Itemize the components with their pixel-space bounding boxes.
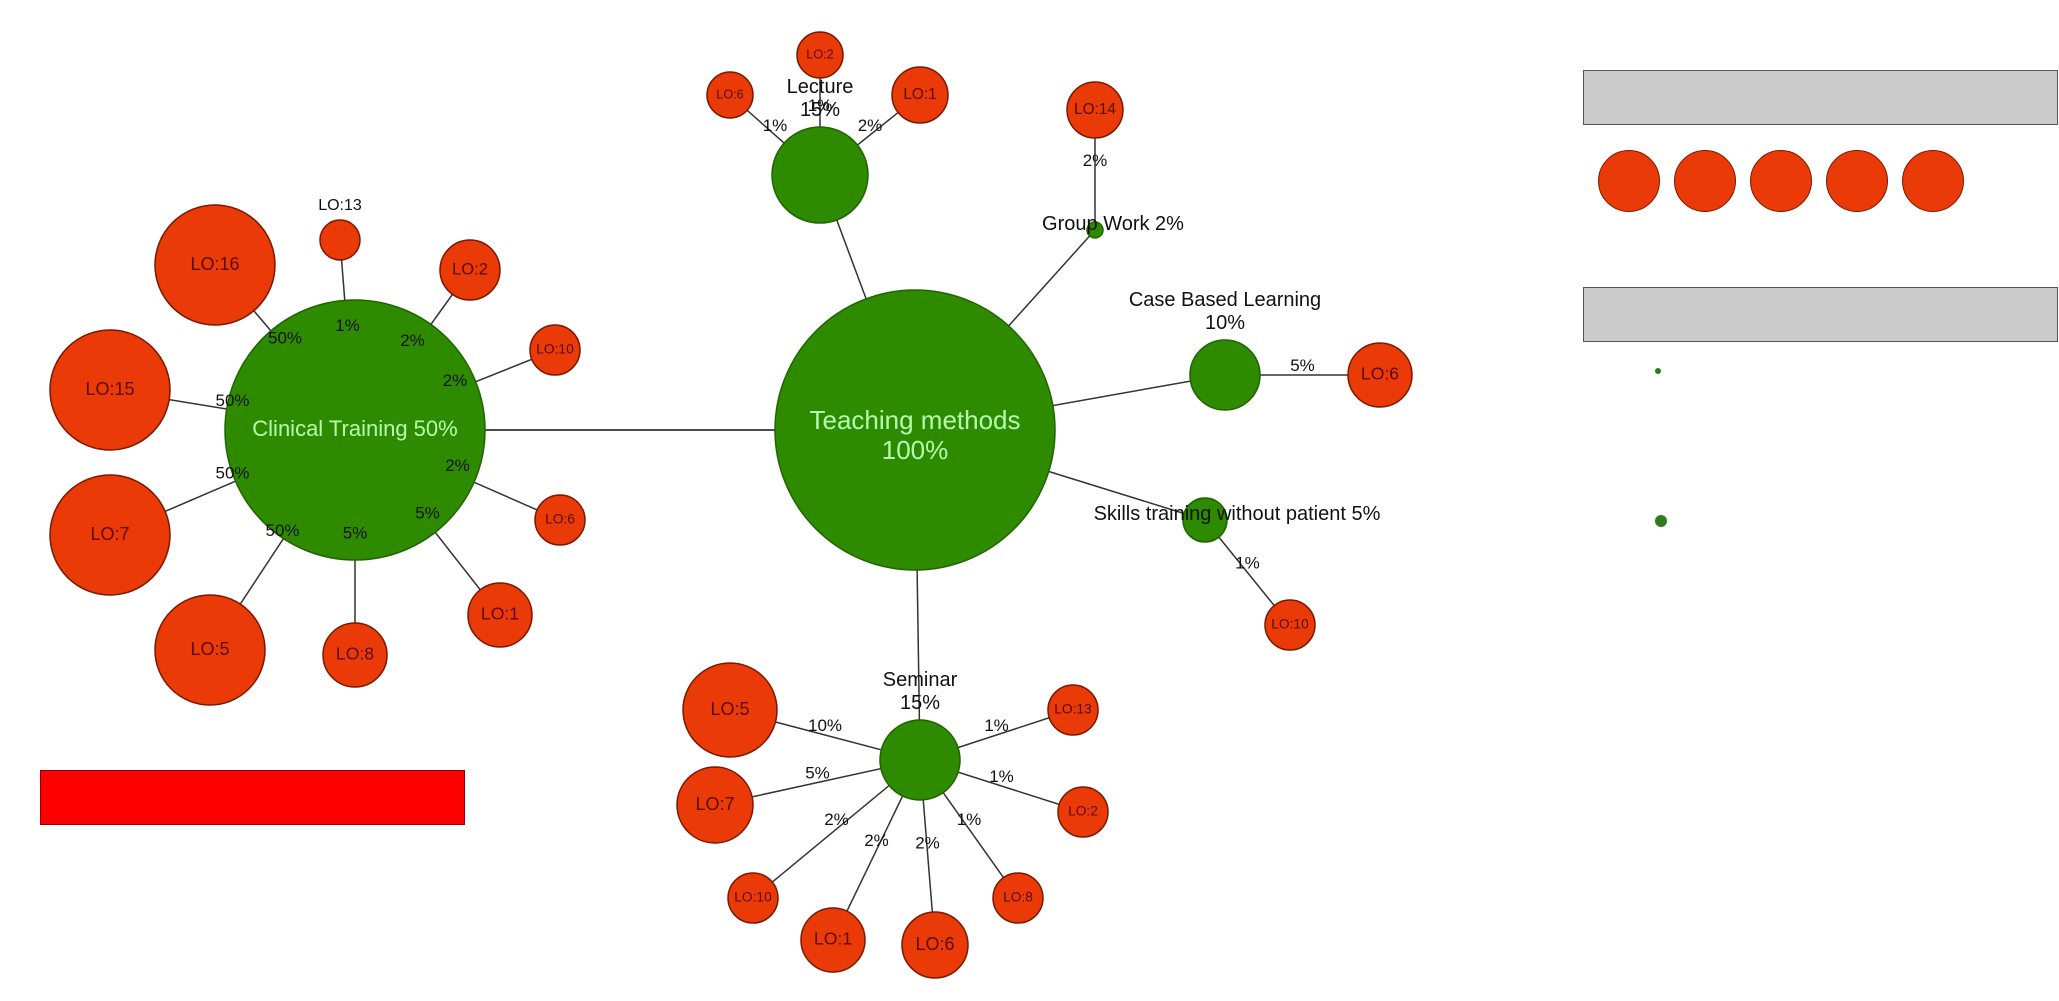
non-taught-lo-item-1[interactable]	[1674, 150, 1736, 212]
child-label-5-2: LO:10	[734, 890, 772, 905]
child-label-5-1: LO:7	[695, 794, 734, 814]
child-pct-label-5-5: 1%	[957, 810, 982, 829]
child-pct-label-4-0: 1%	[1235, 554, 1260, 573]
lo-legend-box	[40, 770, 465, 825]
child-label-1-1: LO:2	[806, 47, 833, 61]
child-node-0-1[interactable]	[320, 220, 360, 260]
dot-icon-small	[1655, 368, 1661, 374]
child-pct-label-0-3: 2%	[443, 371, 468, 390]
child-pct-label-0-8: 50%	[215, 464, 249, 483]
child-label-0-0: LO:16	[190, 254, 239, 274]
child-label-5-7: LO:13	[1054, 702, 1092, 717]
child-pct-label-0-4: 2%	[445, 456, 470, 475]
child-label-0-9: LO:15	[85, 379, 134, 399]
network-diagram-stage: Teaching methods 100% Clinical Training 50…	[0, 0, 2059, 1001]
child-pct-label-0-2: 2%	[400, 331, 425, 350]
child-pct-label-0-6: 5%	[343, 524, 368, 543]
child-pct-label-0-1: 1%	[335, 316, 360, 335]
child-label-2-0: LO:14	[1074, 101, 1116, 118]
non-taught-lo-item-0[interactable]	[1598, 150, 1660, 212]
non-taught-lo-item-3[interactable]	[1826, 150, 1888, 212]
dot-icon-large	[1655, 515, 1667, 527]
child-pct-label-0-5: 5%	[415, 504, 440, 523]
child-pct-label-5-7: 1%	[984, 716, 1009, 735]
cluster-label-3: Case Based Learning 10%	[1129, 289, 1321, 334]
child-pct-label-5-2: 2%	[824, 810, 849, 829]
cluster-label-0: Clinical Training 50%	[252, 416, 457, 441]
child-label-0-6: LO:8	[336, 644, 374, 664]
child-label-5-0: LO:5	[710, 699, 749, 719]
child-label-1-2: LO:1	[903, 86, 936, 103]
non-teaching-item-0	[1655, 368, 1667, 374]
child-label-0-1: LO:13	[318, 197, 362, 214]
child-label-0-8: LO:7	[90, 524, 129, 544]
cluster-label-5: Seminar 15%	[883, 669, 958, 714]
non-teaching-item-1	[1655, 515, 1673, 527]
child-label-0-5: LO:1	[481, 604, 519, 624]
child-pct-label-0-9: 50%	[215, 391, 249, 410]
child-pct-label-5-4: 2%	[915, 834, 940, 853]
child-pct-label-0-7: 50%	[265, 521, 299, 540]
cluster-label-4: Skills training without patient 5%	[1094, 503, 1381, 525]
child-label-5-6: LO:2	[1068, 804, 1098, 819]
child-label-0-4: LO:6	[545, 512, 575, 527]
child-pct-label-2-0: 2%	[1083, 151, 1108, 170]
child-label-5-5: LO:8	[1003, 890, 1033, 905]
child-pct-label-1-2: 2%	[858, 116, 883, 135]
child-pct-label-0-0: 50%	[268, 329, 302, 348]
cluster-node-3[interactable]	[1190, 340, 1260, 410]
child-pct-label-5-3: 2%	[864, 831, 889, 850]
non-taught-lo-item-4[interactable]	[1902, 150, 1964, 212]
child-label-5-4: LO:6	[915, 934, 954, 954]
child-label-3-0: LO:6	[1361, 364, 1399, 384]
cluster-label-2: Group Work 2%	[1042, 213, 1184, 235]
child-pct-label-1-0: 1%	[763, 116, 788, 135]
child-pct-label-5-1: 5%	[805, 764, 830, 783]
child-pct-label-1-1: 1%	[808, 96, 833, 115]
non-teaching-activities-panel-title	[1583, 287, 2058, 342]
child-pct-label-5-6: 1%	[989, 767, 1014, 786]
non-taught-lo-list	[1598, 150, 1964, 212]
child-label-0-3: LO:10	[536, 342, 574, 357]
child-label-4-0: LO:10	[1271, 617, 1309, 632]
child-pct-label-5-0: 10%	[808, 716, 842, 735]
cluster-node-5[interactable]	[880, 720, 960, 800]
child-label-1-0: LO:6	[716, 87, 743, 101]
child-label-0-2: LO:2	[452, 260, 488, 278]
child-label-5-3: LO:1	[814, 929, 852, 949]
child-label-0-7: LO:5	[190, 639, 229, 659]
non-taught-lo-item-2[interactable]	[1750, 150, 1812, 212]
non-taught-panel-title	[1583, 70, 2058, 125]
child-pct-label-3-0: 5%	[1290, 356, 1315, 375]
cluster-node-1[interactable]	[772, 127, 868, 223]
